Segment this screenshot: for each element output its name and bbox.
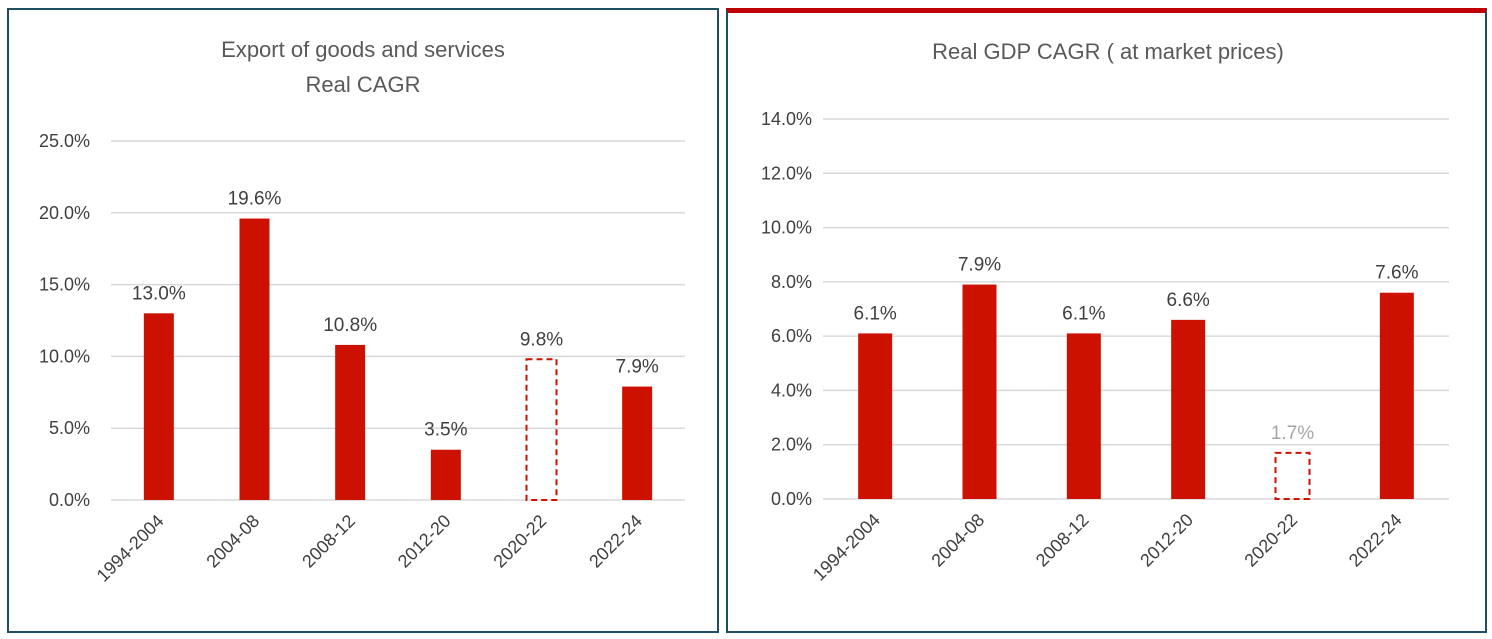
bar (143, 313, 174, 500)
x-category-label: 2022-24 (585, 511, 646, 572)
bar (858, 333, 893, 499)
y-tick-label: 10.0% (761, 218, 812, 238)
y-tick-label: 14.0% (761, 109, 812, 129)
y-tick-label: 8.0% (771, 272, 812, 292)
export-cagr-chart: Export of goods and services Real CAGR 0.0… (39, 37, 685, 586)
data-label: 7.6% (1375, 263, 1418, 284)
data-label: 1.7% (1271, 423, 1314, 444)
data-label: 6.1% (1062, 303, 1105, 324)
bar-outlined (1274, 451, 1311, 501)
x-category-label: 2008-12 (1032, 510, 1093, 571)
bar (962, 284, 997, 499)
chart-title-line: Real GDP CAGR ( at market prices) (932, 39, 1284, 64)
data-label: 19.6% (228, 189, 282, 210)
data-label: 7.9% (958, 255, 1001, 276)
y-tick-label: 4.0% (771, 380, 812, 400)
chart-title-line: Real CAGR (306, 72, 421, 97)
y-tick-label: 15.0% (39, 275, 90, 295)
x-category-label: 2022-24 (1345, 510, 1406, 571)
data-label: 6.6% (1167, 290, 1210, 311)
x-category-label: 2020-22 (489, 511, 550, 572)
gdp-chart-panel: Real GDP CAGR ( at market prices) 0.0% 2.0… (726, 8, 1487, 633)
x-category-label: 1994-2004 (93, 511, 168, 586)
y-tick-label: 20.0% (39, 203, 90, 223)
chart-title-line: Export of goods and services (221, 37, 505, 62)
gdp-cagr-chart: Real GDP CAGR ( at market prices) 0.0% 2.0… (761, 39, 1449, 585)
bar (1379, 292, 1414, 499)
x-category-label: 2004-08 (927, 510, 988, 571)
bar (239, 218, 270, 500)
data-label: 9.8% (520, 329, 563, 350)
y-tick-label: 5.0% (49, 418, 90, 438)
x-category-label: 2012-20 (394, 511, 455, 572)
bar (1066, 333, 1101, 499)
bar (430, 449, 461, 500)
data-label: 10.8% (323, 315, 377, 336)
bar (1171, 319, 1206, 499)
data-label: 6.1% (854, 303, 897, 324)
y-tick-label: 0.0% (771, 489, 812, 509)
y-tick-label: 12.0% (761, 163, 812, 183)
y-tick-label: 10.0% (39, 346, 90, 366)
y-tick-label: 2.0% (771, 435, 812, 455)
x-category-label: 2012-20 (1136, 510, 1197, 571)
data-label: 3.5% (424, 420, 467, 441)
x-category-label: 2004-08 (202, 511, 263, 572)
x-category-label: 2020-22 (1240, 510, 1301, 571)
bar-outlined (525, 358, 558, 501)
y-tick-label: 6.0% (771, 326, 812, 346)
x-category-label: 2008-12 (298, 511, 359, 572)
bar (622, 386, 653, 500)
export-chart-panel: Export of goods and services Real CAGR 0.0… (7, 8, 719, 633)
y-tick-label: 0.0% (49, 490, 90, 510)
data-label: 13.0% (132, 283, 186, 304)
x-category-label: 1994-2004 (809, 510, 884, 585)
data-label: 7.9% (616, 357, 659, 378)
bar (335, 344, 366, 500)
y-tick-label: 25.0% (39, 131, 90, 151)
